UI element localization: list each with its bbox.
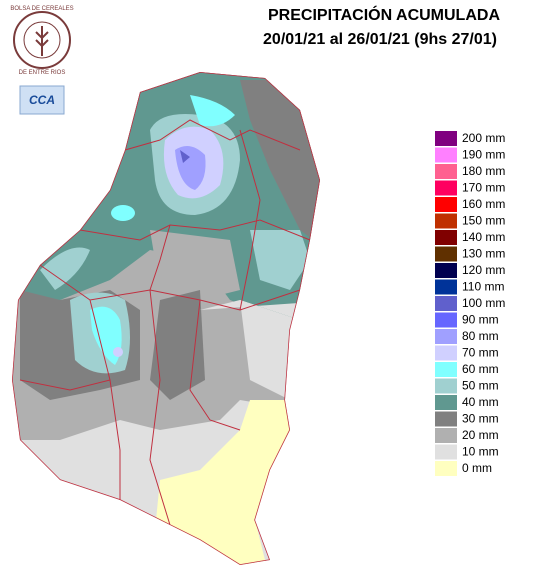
map bbox=[12, 72, 320, 565]
legend-label: 60 mm bbox=[462, 362, 499, 376]
legend-label: 200 mm bbox=[462, 131, 505, 145]
legend-swatch bbox=[435, 131, 457, 146]
legend-swatch bbox=[435, 279, 457, 295]
legend-label: 50 mm bbox=[462, 379, 499, 393]
legend-label: 70 mm bbox=[462, 346, 499, 360]
cca-logo: CCA bbox=[19, 85, 65, 115]
legend-label: 140 mm bbox=[462, 230, 505, 244]
legend-label: 160 mm bbox=[462, 197, 505, 211]
legend-swatch bbox=[435, 362, 457, 377]
legend-swatch bbox=[435, 461, 457, 476]
legend-label: 90 mm bbox=[462, 313, 499, 327]
legend-label: 40 mm bbox=[462, 395, 499, 409]
legend-label: 80 mm bbox=[462, 329, 499, 343]
logo-text: BOLSA DE CEREALES bbox=[10, 6, 73, 12]
legend-label: 120 mm bbox=[462, 263, 505, 277]
legend-label: 130 mm bbox=[462, 247, 505, 261]
legend-swatch bbox=[435, 411, 457, 427]
logo-text: CCA bbox=[29, 93, 55, 107]
legend-swatch bbox=[435, 312, 457, 328]
legend-swatch bbox=[435, 395, 457, 410]
title: PRECIPITACIÓN ACUMULADA bbox=[268, 5, 500, 24]
bolsa-logo: BOLSA DE CEREALES DE ENTRE RIOS bbox=[10, 6, 73, 76]
legend-label: 20 mm bbox=[462, 428, 499, 442]
legend-label: 10 mm bbox=[462, 445, 499, 459]
legend-swatch bbox=[435, 164, 457, 179]
legend-label: 110 mm bbox=[462, 280, 504, 294]
legend-swatch bbox=[435, 444, 457, 460]
legend-label: 180 mm bbox=[462, 164, 505, 178]
legend-swatch bbox=[435, 345, 457, 361]
legend-swatch bbox=[435, 296, 457, 311]
legend-swatch bbox=[435, 246, 457, 262]
legend-label: 190 mm bbox=[462, 148, 505, 162]
legend-swatch bbox=[435, 147, 457, 163]
legend-label: 100 mm bbox=[462, 296, 505, 310]
legend-swatch bbox=[435, 197, 457, 212]
legend-swatch bbox=[435, 329, 457, 344]
legend-swatch bbox=[435, 213, 457, 229]
legend-label: 170 mm bbox=[462, 181, 505, 195]
legend-swatch bbox=[435, 230, 457, 245]
legend-swatch bbox=[435, 428, 457, 443]
legend: 200 mm 190 mm 180 mm 170 mm 160 mm 150 mm 140 … bbox=[435, 131, 505, 476]
legend-label: 30 mm bbox=[462, 412, 499, 426]
legend-swatch bbox=[435, 378, 457, 394]
legend-swatch bbox=[435, 263, 457, 278]
legend-swatch bbox=[435, 180, 457, 196]
legend-label: 0 mm bbox=[462, 461, 492, 475]
logo-text: DE ENTRE RIOS bbox=[19, 70, 66, 76]
legend-label: 150 mm bbox=[462, 214, 505, 228]
subtitle: 20/01/21 al 26/01/21 (9hs 27/01) bbox=[263, 31, 497, 48]
